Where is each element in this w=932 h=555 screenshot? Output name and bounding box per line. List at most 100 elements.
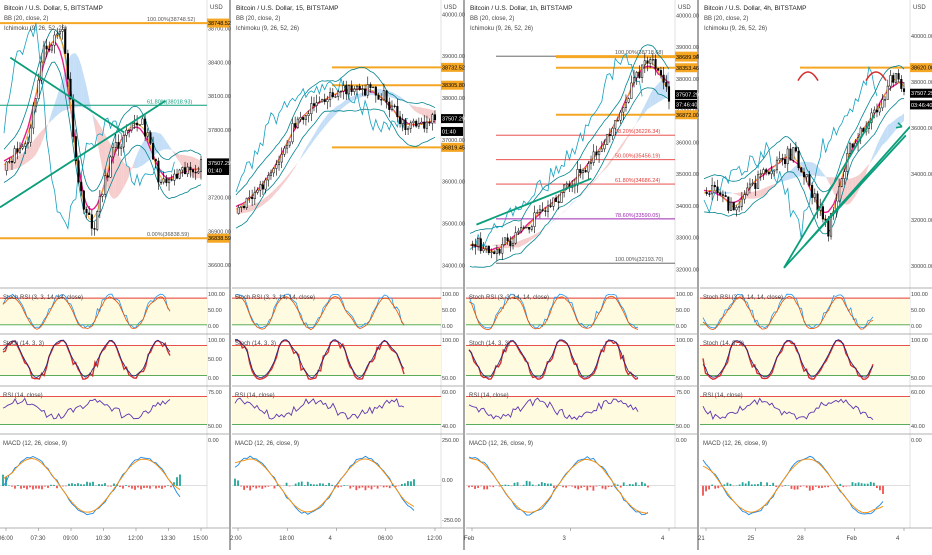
oscillator-band bbox=[232, 345, 441, 375]
srsi-tick: 100.00 bbox=[676, 292, 693, 298]
macd-histogram-bar bbox=[812, 486, 814, 490]
srsi-label: Stoch RSI (3, 3, 14, 14, close) bbox=[3, 295, 83, 301]
srsi-pane[interactable]: Stoch RSI (3, 3, 14, 14, close)100.0050.… bbox=[700, 292, 928, 330]
candle-body bbox=[394, 106, 396, 107]
ichimoku-cloud bbox=[121, 159, 124, 192]
rsi-tick: 75.00 bbox=[208, 390, 222, 396]
candle-body bbox=[501, 244, 503, 253]
macd-histogram-bar bbox=[161, 486, 163, 489]
srsi-tick: 100.00 bbox=[442, 292, 459, 298]
fib-level-label: 78.60%(33590.05) bbox=[615, 213, 660, 219]
macd-histogram-bar bbox=[745, 484, 747, 486]
chart-panel-1[interactable]: 100.00%(38748.52)61.80%(38018.93)0.00%(3… bbox=[0, 0, 231, 550]
candle-body bbox=[555, 198, 557, 202]
time-tick: 06:00 bbox=[378, 536, 394, 542]
candle-body bbox=[782, 158, 784, 159]
rsi-label: RSI (14, close) bbox=[703, 393, 743, 399]
macd-histogram-bar bbox=[781, 486, 783, 487]
candle-body bbox=[898, 73, 900, 79]
candle-body bbox=[305, 116, 307, 120]
candle-body bbox=[292, 123, 294, 141]
indicator-label-bb: BB (20, close, 2) bbox=[236, 16, 280, 22]
macd-histogram-bar bbox=[505, 485, 507, 486]
candle-body bbox=[329, 93, 331, 100]
candle-body bbox=[198, 171, 200, 173]
candle-body bbox=[744, 195, 746, 200]
candle-body bbox=[348, 86, 350, 94]
macd-histogram-bar bbox=[26, 486, 28, 490]
srsi-pane[interactable]: Stoch RSI (3, 3, 14, 14, close)100.0050.… bbox=[466, 292, 693, 330]
rsi-tick: 60.00 bbox=[442, 390, 456, 396]
macd-histogram-bar bbox=[544, 483, 546, 486]
candle-body bbox=[895, 73, 897, 82]
macd-histogram-bar bbox=[824, 486, 826, 488]
macd-histogram-bar bbox=[352, 486, 354, 487]
candle-body bbox=[706, 192, 708, 193]
candle-body bbox=[849, 144, 851, 154]
macd-histogram-bar bbox=[766, 482, 768, 486]
rsi-tick: 50.00 bbox=[208, 424, 222, 430]
panel-background bbox=[700, 0, 932, 550]
macd-histogram-bar bbox=[35, 486, 37, 489]
candle-body bbox=[811, 185, 813, 197]
candle-body bbox=[892, 75, 894, 82]
candle-body bbox=[633, 78, 635, 83]
macd-histogram-bar bbox=[845, 486, 847, 487]
candle-body bbox=[652, 59, 654, 60]
candle-body bbox=[528, 227, 530, 229]
candle-body bbox=[99, 196, 101, 211]
time-tick: 09:00 bbox=[63, 536, 79, 542]
candle-body bbox=[139, 124, 141, 125]
price-tag-label: 38305.80 bbox=[442, 83, 465, 89]
price-tick: 40000.00 bbox=[676, 14, 699, 20]
macd-tick: 0.00 bbox=[676, 438, 687, 444]
ichimoku-cloud bbox=[252, 204, 255, 211]
candle-body bbox=[472, 244, 474, 245]
candle-body bbox=[308, 114, 310, 116]
stoch-tick: 100.00 bbox=[676, 338, 693, 344]
macd-histogram-bar bbox=[176, 477, 178, 486]
candle-body bbox=[668, 87, 670, 102]
candle-body bbox=[14, 149, 16, 163]
candle-body bbox=[294, 123, 296, 127]
candle-body bbox=[259, 185, 261, 190]
price-tick: 38000.00 bbox=[911, 80, 932, 86]
macd-histogram-bar bbox=[611, 486, 613, 487]
macd-histogram-bar bbox=[574, 486, 576, 488]
candle-body bbox=[102, 194, 104, 196]
macd-histogram-bar bbox=[809, 486, 811, 491]
candle-body bbox=[817, 194, 819, 210]
candle-body bbox=[9, 161, 11, 162]
price-tag-label: 38689.96 bbox=[676, 55, 699, 61]
rsi-label: RSI (14, close) bbox=[235, 393, 275, 399]
time-tick: Feb bbox=[464, 536, 475, 542]
macd-tick: 0.00 bbox=[442, 478, 453, 484]
macd-tick: 0.00 bbox=[208, 438, 219, 444]
candle-body bbox=[795, 148, 797, 152]
candle-body bbox=[327, 100, 329, 102]
candle-body bbox=[324, 100, 326, 102]
fib-level-label: 38.20%(36226.34) bbox=[615, 129, 660, 135]
macd-histogram-bar bbox=[714, 486, 716, 489]
candle-body bbox=[787, 149, 789, 164]
macd-histogram-bar bbox=[858, 482, 860, 486]
macd-histogram-bar bbox=[368, 486, 370, 488]
candle-body bbox=[27, 142, 29, 143]
srsi-pane[interactable]: Stoch RSI (3, 3, 14, 14, close)100.0050.… bbox=[232, 292, 459, 330]
candle-body bbox=[873, 110, 875, 113]
candle-body bbox=[644, 61, 646, 65]
chart-panel-3[interactable]: 100.00%(38718.68)38.20%(36226.34)50.00%(… bbox=[464, 0, 699, 550]
candle-body bbox=[903, 89, 905, 92]
candle-body bbox=[174, 174, 176, 180]
candle-body bbox=[257, 190, 259, 192]
candle-body bbox=[397, 106, 399, 117]
candle-body bbox=[313, 104, 315, 106]
macd-histogram-bar bbox=[146, 486, 148, 488]
fib-level-label: 61.80%(34686.24) bbox=[615, 178, 660, 184]
macd-histogram-bar bbox=[316, 484, 318, 486]
candle-body bbox=[561, 192, 563, 202]
srsi-pane[interactable]: Stoch RSI (3, 3, 14, 14, close)100.0050.… bbox=[0, 292, 225, 330]
